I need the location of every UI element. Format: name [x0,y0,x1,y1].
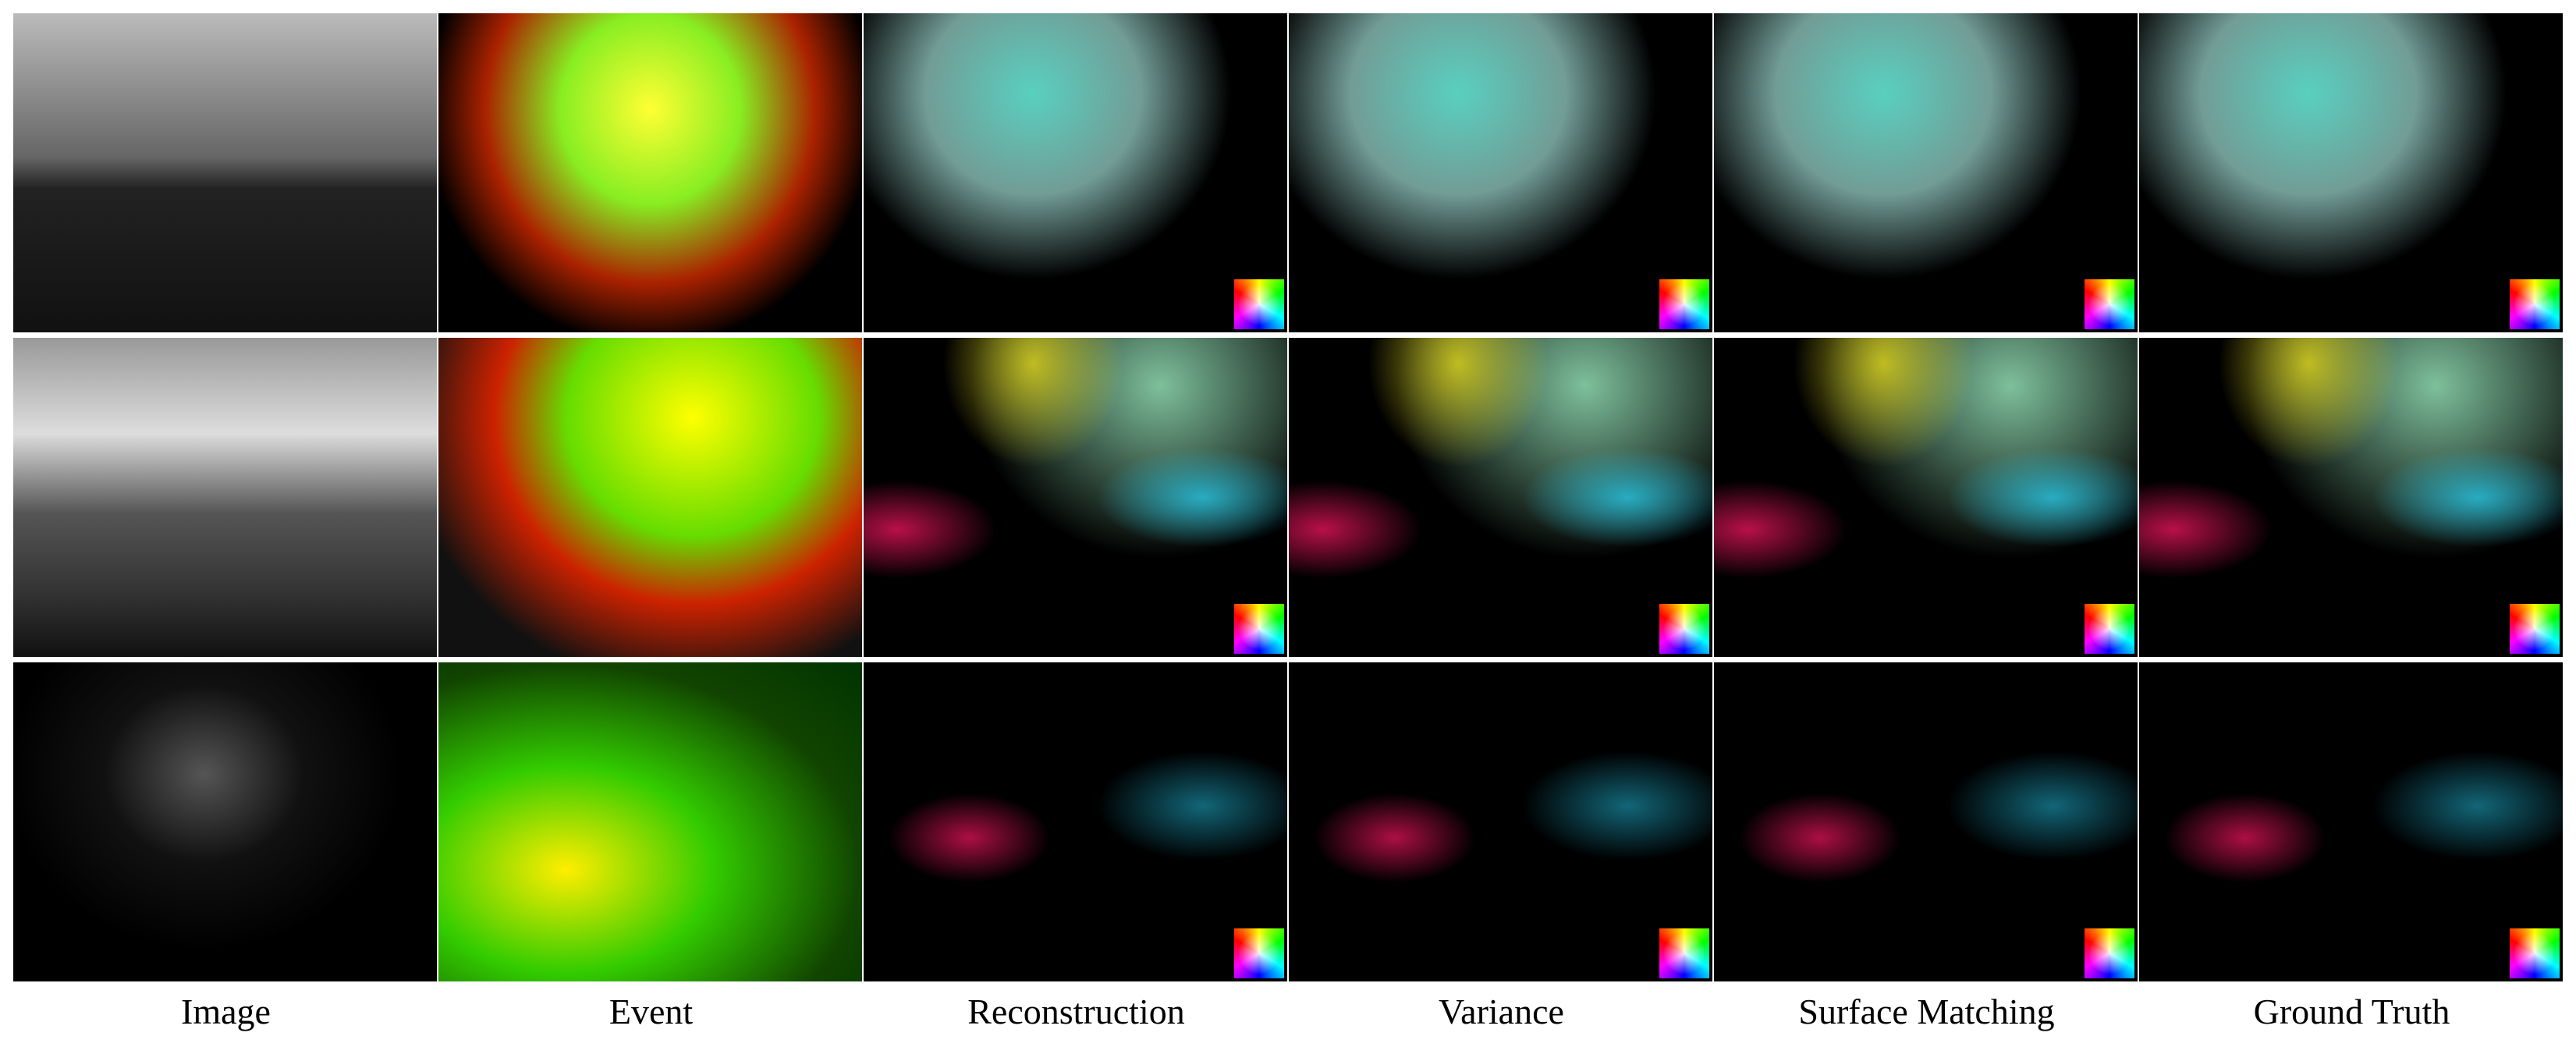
color-wheel [2510,604,2560,654]
color-wheel [2085,279,2134,329]
image-panel [1714,662,2138,981]
image-panel [2139,662,2563,981]
image-panel [438,662,862,981]
color-wheel [1234,279,1284,329]
image-panel [13,338,437,657]
color-wheel [2510,928,2560,978]
color-wheel [2085,604,2134,654]
image-panel [1289,13,1712,332]
image-panel [13,662,437,981]
image-panel [1714,338,2138,657]
image-panel [864,338,1287,657]
image-panel [1714,13,2138,332]
color-wheel [1234,928,1284,978]
color-wheel [2510,279,2560,329]
image-panel [438,338,862,657]
column-label: Ground Truth [2253,992,2450,1031]
image-panel [864,13,1287,332]
column-label: Image [181,992,271,1031]
color-wheel [2085,928,2134,978]
image-panel [2139,13,2563,332]
column-label: Surface Matching [1798,992,2055,1031]
column-label: Event [609,992,694,1031]
image-panel [2139,338,2563,657]
color-wheel [1659,928,1709,978]
color-wheel [1659,604,1709,654]
column-label: Variance [1439,992,1564,1031]
image-panel [1289,662,1712,981]
column-label: Reconstruction [967,992,1185,1031]
color-wheel [1659,279,1709,329]
image-panel [13,13,437,332]
image-panel [1289,338,1712,657]
color-wheel [1234,604,1284,654]
image-panel [438,13,862,332]
image-panel [864,662,1287,981]
